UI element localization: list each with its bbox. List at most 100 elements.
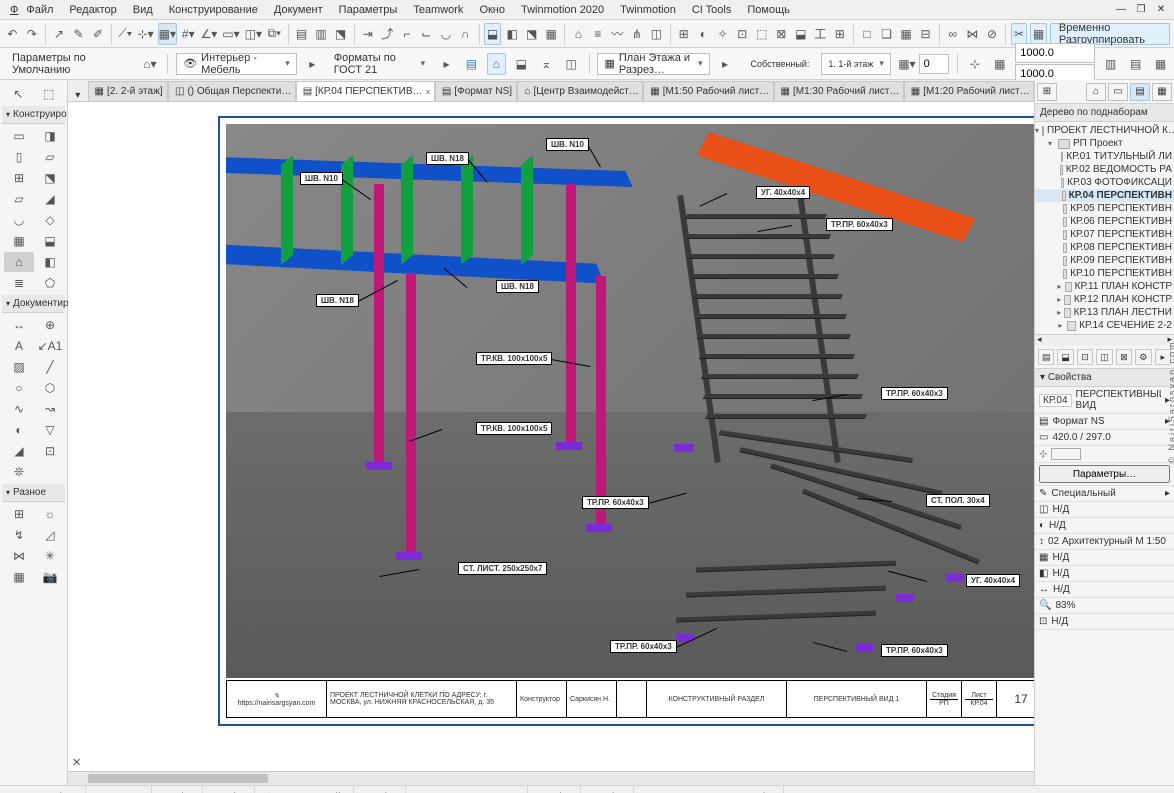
grid-tool[interactable]: ⊞ [4, 504, 34, 524]
c4-icon[interactable]: ▦ [543, 23, 560, 45]
slab-tool[interactable]: ▱ [4, 189, 34, 209]
a3-icon[interactable]: ⬔ [332, 23, 349, 45]
poly-tool[interactable]: ⬡ [35, 378, 65, 398]
nav-tab-4[interactable]: ▤ [1130, 83, 1150, 101]
layer-next-icon[interactable]: ▸ [303, 53, 322, 75]
beam-tool[interactable]: ▱ [35, 147, 65, 167]
tab-4[interactable]: ⌂[Центр Взаимодейст… [517, 81, 643, 101]
close-tab-icon[interactable]: × [426, 87, 431, 97]
line-tool[interactable]: ╱ [35, 357, 65, 377]
arrow-tool[interactable]: ↖ [4, 84, 33, 104]
ruler-icon[interactable]: ⟋▾ [117, 23, 134, 45]
trace-icon[interactable]: ◫▾ [244, 23, 263, 45]
d5-icon[interactable]: ◫ [648, 23, 665, 45]
ri2[interactable]: ⬓ [1057, 349, 1073, 365]
fill-tool[interactable]: ▨ [4, 357, 34, 377]
wall-tool[interactable]: ▭ [4, 126, 34, 146]
tree-item[interactable]: КР.06 ПЕРСПЕКТИВН [1035, 215, 1174, 228]
menu-citools[interactable]: CI Tools [686, 3, 738, 17]
group-construct[interactable]: Конструиро… [2, 106, 65, 124]
sb-cam[interactable]: 📷 [790, 789, 806, 793]
c3-icon[interactable]: ⬔ [523, 23, 540, 45]
zero-input[interactable] [919, 54, 949, 74]
window-minimize-icon[interactable]: — [1112, 3, 1130, 17]
m5-tool[interactable]: ▦ [4, 567, 34, 587]
window-tool[interactable]: ⊞ [4, 168, 34, 188]
sb-trace[interactable]: ◫▾ [1132, 789, 1148, 793]
sb-i1[interactable]: ↕ [412, 789, 428, 793]
wall2-tool[interactable]: ◨ [35, 126, 65, 146]
menu-tm[interactable]: Twinmotion [614, 3, 682, 17]
nav-tab-5[interactable]: ▦ [1152, 83, 1172, 101]
b4-icon[interactable]: ⌙ [418, 23, 435, 45]
tree-item[interactable]: КР.03 ФОТОФИКСАЦИ [1035, 176, 1174, 189]
elev-tool[interactable]: ▽ [35, 420, 65, 440]
v4-icon[interactable]: ⌅ [537, 53, 556, 75]
tab-5[interactable]: ▦[М1:50 Рабочий лист… [643, 81, 773, 101]
b1-icon[interactable]: ⇥ [360, 23, 377, 45]
floor-combo[interactable]: 1. 1-й этаж [821, 53, 891, 75]
ri3[interactable]: ⊡ [1077, 349, 1093, 365]
group-icon[interactable]: ▦ [1030, 23, 1047, 45]
dim1-input[interactable] [1015, 43, 1095, 63]
shell-tool[interactable]: ◡ [4, 210, 34, 230]
tree-item[interactable]: ▸КР.11 ПЛАН КОНСТР [1035, 280, 1174, 293]
skylight-tool[interactable]: ◇ [35, 210, 65, 230]
lamp-tool[interactable]: ☼ [35, 504, 65, 524]
f1-icon[interactable]: □ [859, 23, 876, 45]
m2-tool[interactable]: ◿ [35, 525, 65, 545]
b3-icon[interactable]: ⌐ [399, 23, 416, 45]
e4-icon[interactable]: ⊡ [734, 23, 751, 45]
x3-icon[interactable]: ▦ [1151, 53, 1170, 75]
tab-1[interactable]: ◫() Общая Перспекти… [168, 81, 296, 101]
tree-item[interactable]: ▸КР.13 ПЛАН ЛЕСТНИ [1035, 306, 1174, 319]
guide-icon[interactable]: ▦▾ [158, 23, 177, 45]
g1-icon[interactable]: ∞ [945, 23, 962, 45]
change-tool[interactable]: ❊ [4, 462, 34, 482]
x1-icon[interactable]: ▥ [1101, 53, 1120, 75]
layer-icon[interactable]: ▭▾ [221, 23, 240, 45]
f2-icon[interactable]: ❏ [878, 23, 895, 45]
tree-item[interactable]: КР.10 ПЕРСПЕКТИВН [1035, 267, 1174, 280]
ri1[interactable]: ▤ [1038, 349, 1054, 365]
nav-hscroll[interactable] [1035, 334, 1174, 346]
roof-tool[interactable]: ◢ [35, 189, 65, 209]
spline-tool[interactable]: ∿ [4, 399, 34, 419]
obj-icon[interactable]: ⌂▾ [140, 53, 159, 75]
circle-tool[interactable]: ○ [4, 378, 34, 398]
menu-view[interactable]: Вид [127, 3, 159, 17]
menu-help[interactable]: Помощь [741, 3, 796, 17]
d2-icon[interactable]: ≡ [590, 23, 607, 45]
sb-k1[interactable]: ⊞ [812, 789, 828, 793]
ri4[interactable]: ◫ [1096, 349, 1112, 365]
tabs-menu-icon[interactable]: ▾ [68, 90, 88, 101]
tab-3[interactable]: ▤[Формат NS] [435, 81, 518, 101]
defaults-button[interactable]: Параметры по Умолчанию [4, 53, 134, 75]
door-tool[interactable]: ⬔ [35, 168, 65, 188]
susp-icon[interactable]: ✂ [1011, 23, 1028, 45]
e9-icon[interactable]: ⊞ [832, 23, 849, 45]
menu-options[interactable]: Параметры [333, 3, 404, 17]
nav-tab-3[interactable]: ▭ [1108, 83, 1128, 101]
g2-icon[interactable]: ⋈ [964, 23, 981, 45]
tree-item[interactable]: КР.04 ПЕРСПЕКТИВН [1035, 189, 1174, 202]
c2-icon[interactable]: ◧ [504, 23, 521, 45]
nav-tab-2[interactable]: ⌂ [1086, 83, 1106, 101]
menu-teamwork[interactable]: Teamwork [407, 3, 469, 17]
v2-icon[interactable]: ⌂ [487, 53, 506, 75]
m3-tool[interactable]: ⋈ [4, 546, 34, 566]
v3-icon[interactable]: ⬓ [512, 53, 531, 75]
tree-root[interactable]: ▾ПРОЕКТ ЛЕСТНИЧНОЙ К… [1035, 124, 1174, 137]
tree-item[interactable]: КР.02 ВЕДОМОСТЬ РА [1035, 163, 1174, 176]
tab-7[interactable]: ▦[М1:20 Рабочий лист… [904, 81, 1034, 101]
menu-window[interactable]: Окно [473, 3, 511, 17]
props-header[interactable]: ▾ Свойства [1035, 369, 1174, 387]
e1-icon[interactable]: ⊞ [675, 23, 692, 45]
view-next-icon[interactable]: ▸ [716, 53, 735, 75]
b2-icon[interactable]: ⤴ [379, 23, 396, 45]
b5-icon[interactable]: ◡ [438, 23, 455, 45]
align-icon[interactable]: ▦ [990, 53, 1009, 75]
f3-icon[interactable]: ▦ [898, 23, 915, 45]
marquee-tool[interactable]: ⬚ [35, 84, 64, 104]
sb-j3[interactable]: ⬓ [684, 789, 700, 793]
